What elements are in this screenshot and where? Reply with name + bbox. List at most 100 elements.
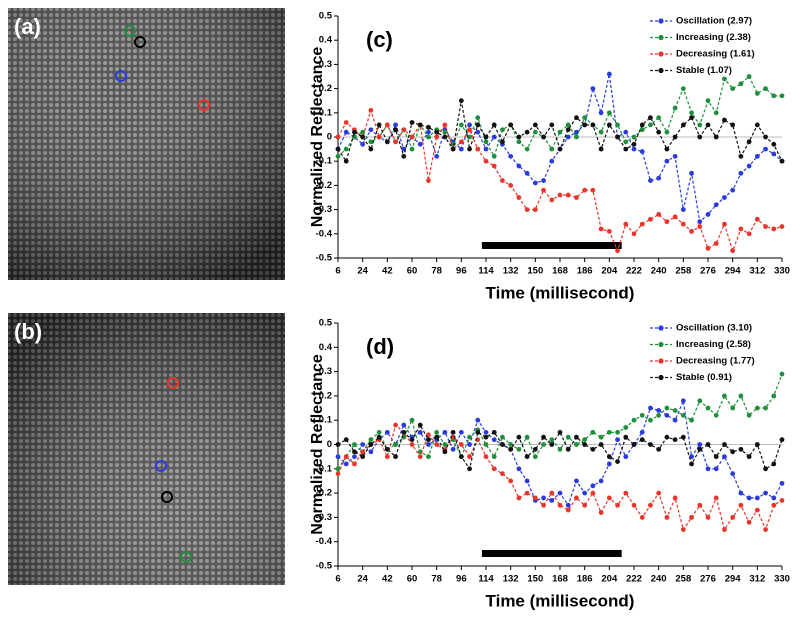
data-point [705, 245, 711, 251]
data-point [565, 134, 571, 140]
data-point [582, 115, 588, 121]
data-point [541, 178, 546, 183]
data-point [335, 442, 341, 447]
data-point [360, 134, 366, 140]
data-point [664, 129, 670, 135]
data-point [746, 519, 752, 525]
data-point [771, 495, 777, 501]
data-point [631, 134, 637, 140]
data-point [606, 461, 612, 467]
data-point [475, 146, 481, 152]
x-tick-label: 240 [651, 266, 667, 277]
data-point [771, 151, 777, 157]
data-point [574, 495, 579, 501]
data-point [754, 153, 760, 159]
x-tick-label: 6 [335, 574, 340, 585]
data-point [606, 122, 612, 128]
x-tick-label: 294 [725, 266, 742, 277]
data-point [524, 129, 530, 135]
data-point [335, 146, 341, 152]
data-point [754, 442, 760, 447]
data-point [648, 216, 653, 222]
legend-label: Stable (1.07) [676, 65, 732, 76]
data-point [763, 466, 768, 472]
data-point [368, 127, 374, 133]
data-point [680, 412, 686, 418]
y-tick-label: -0.4 [316, 228, 333, 239]
data-point [376, 122, 382, 128]
data-point [532, 122, 538, 128]
y-tick-label: 0.3 [319, 366, 332, 377]
x-tick-label: 312 [749, 574, 765, 585]
data-point [458, 122, 464, 128]
data-point [491, 437, 497, 443]
data-point [557, 490, 563, 496]
data-point [615, 248, 620, 254]
data-point [442, 442, 448, 447]
data-point [763, 86, 768, 91]
data-point [409, 417, 415, 423]
data-point [730, 449, 736, 455]
data-point [582, 122, 588, 128]
data-point [483, 146, 489, 152]
data-point [680, 221, 686, 227]
data-point [549, 158, 555, 164]
y-tick-label: -0.2 [316, 488, 332, 499]
data-point [442, 129, 448, 135]
data-point [746, 74, 752, 79]
data-point [631, 417, 637, 423]
data-point [672, 214, 678, 220]
data-point [623, 139, 629, 145]
data-point [426, 129, 431, 135]
data-point [574, 129, 579, 135]
data-point [343, 158, 349, 164]
data-point [631, 231, 637, 237]
data-point [417, 454, 423, 460]
y-tick-label: 0.5 [319, 318, 333, 329]
data-point [639, 412, 645, 418]
data-point [508, 153, 514, 159]
data-point [639, 149, 645, 154]
data-point [434, 134, 440, 140]
x-axis-label: Time (millisecond) [486, 283, 635, 302]
data-point [524, 490, 530, 496]
panel-label: (d) [366, 334, 394, 359]
data-point [467, 454, 472, 460]
data-point [384, 139, 390, 145]
data-point [590, 86, 596, 91]
y-tick-label: 0.4 [319, 35, 333, 46]
data-point [467, 146, 472, 152]
data-point [574, 195, 579, 200]
data-point [483, 434, 489, 440]
data-point [623, 129, 629, 135]
data-point [639, 429, 645, 435]
data-point [738, 502, 744, 508]
data-point [754, 405, 760, 411]
data-point [730, 405, 736, 411]
data-point [664, 158, 670, 164]
data-point [426, 124, 431, 130]
data-point [516, 446, 522, 452]
data-point [417, 422, 423, 428]
data-point [409, 437, 415, 443]
data-point [524, 434, 530, 440]
data-point [639, 437, 645, 443]
y-axis-label: Normalized Reflectance [309, 354, 326, 535]
data-point [689, 461, 694, 467]
data-point [779, 437, 785, 443]
data-point [648, 122, 653, 128]
data-point [368, 437, 374, 443]
x-tick-label: 150 [527, 266, 543, 277]
data-point [738, 81, 744, 87]
data-point [664, 146, 670, 152]
data-point [574, 434, 579, 440]
data-point [648, 502, 653, 508]
data-point [417, 429, 423, 435]
data-point [738, 226, 744, 232]
data-point [565, 446, 571, 452]
legend-marker [658, 325, 664, 331]
data-point [557, 192, 563, 198]
image-a: (a) [8, 8, 285, 280]
data-point [532, 454, 538, 460]
